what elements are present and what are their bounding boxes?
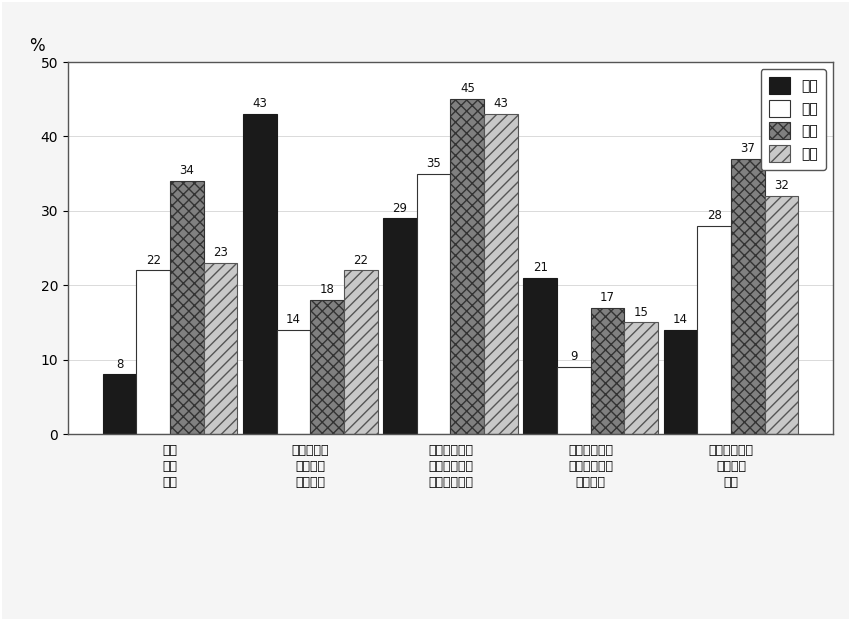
Bar [276,330,310,434]
Bar [697,226,731,434]
Text: 22: 22 [354,254,368,267]
Bar [204,263,237,434]
Text: 17: 17 [600,291,615,304]
Y-axis label: %: % [30,37,45,55]
Bar [344,270,377,434]
Bar [450,99,484,434]
Text: 35: 35 [427,157,441,170]
Bar [484,114,518,434]
Text: 22: 22 [145,254,161,267]
Text: 43: 43 [252,97,267,110]
Bar [664,330,697,434]
Text: 34: 34 [179,164,195,177]
Text: 28: 28 [706,209,722,222]
Text: 15: 15 [634,306,649,319]
Text: 29: 29 [393,202,407,215]
Text: 18: 18 [320,283,335,296]
Text: 8: 8 [116,358,123,371]
Text: 14: 14 [286,313,301,326]
Text: 9: 9 [570,350,578,363]
Bar [383,218,416,434]
Bar [557,367,591,434]
Bar [591,308,625,434]
Legend: 日本, 米国, 中国, 韓国: 日本, 米国, 中国, 韓国 [761,69,826,170]
Bar [170,181,204,434]
Text: 43: 43 [494,97,508,110]
Text: 32: 32 [774,179,789,192]
Bar [243,114,276,434]
Text: 37: 37 [740,142,755,155]
Bar [625,322,658,434]
Bar [103,374,136,434]
Bar [416,174,450,434]
Text: 45: 45 [460,82,475,95]
Bar [310,300,344,434]
Text: 23: 23 [213,246,228,259]
Bar [765,196,798,434]
Bar [731,159,765,434]
Bar [524,278,557,434]
Text: 21: 21 [533,261,547,274]
Bar [136,270,170,434]
Text: 14: 14 [673,313,688,326]
